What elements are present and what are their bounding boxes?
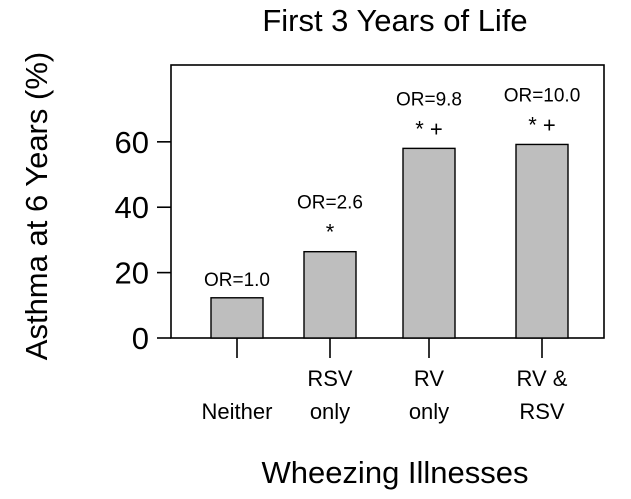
y-tick-label: 60 (115, 125, 149, 160)
x-tick-label: only (310, 399, 350, 424)
bar (303, 250, 357, 339)
bar (402, 147, 456, 339)
plot-frame (170, 64, 605, 339)
y-axis-label: Asthma at 6 Years (%) (19, 52, 54, 360)
x-tick-label: RV (414, 366, 444, 391)
significance-marker: * + (415, 116, 443, 141)
bar (210, 297, 264, 339)
x-tick-label: RSV (519, 399, 565, 424)
x-tick-label: only (409, 399, 449, 424)
x-tick-label: Neither (202, 399, 273, 424)
y-tick-label: 20 (115, 256, 149, 291)
x-tick-label: RV & (517, 366, 568, 391)
chart-marks: 0 20 40 60 Neither RSV only RV only RV & RSV OR=1.0… (115, 85, 581, 424)
odds-ratio-label: OR=9.8 (396, 89, 462, 110)
y-tick-label: 40 (115, 190, 149, 225)
significance-marker: * + (528, 112, 556, 137)
odds-ratio-label: OR=10.0 (504, 85, 581, 106)
x-axis-label: Wheezing Illnesses (261, 455, 528, 490)
x-tick-label: RSV (307, 366, 353, 391)
y-tick-label: 0 (132, 321, 149, 356)
odds-ratio-label: OR=2.6 (297, 193, 363, 214)
bar (515, 143, 569, 339)
significance-marker: * (326, 220, 335, 245)
chart-title: First 3 Years of Life (262, 3, 527, 38)
odds-ratio-label: OR=1.0 (204, 270, 270, 291)
